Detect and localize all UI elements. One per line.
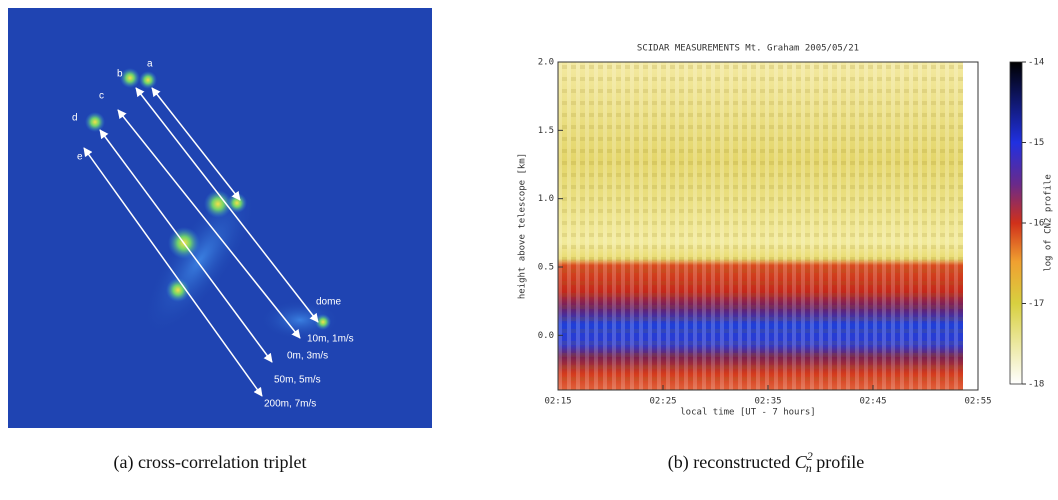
correlation-image: a b c d e dome 10m, 1m/s 0m, 3m/s 50m, 5… <box>8 8 432 428</box>
x-tick-label: 02:25 <box>649 397 676 407</box>
colorbar-tick-label: -14 <box>1028 58 1044 68</box>
heatmap-texture <box>558 62 963 390</box>
x-tick-label: 02:15 <box>544 397 571 407</box>
heatmap-chart: SCIDAR MEASUREMENTS Mt. Graham 2005/05/2… <box>518 44 1054 418</box>
point-label: d <box>72 113 78 124</box>
y-tick-label: 0.0 <box>538 331 554 341</box>
x-tick-label: 02:35 <box>754 397 781 407</box>
caption-text: (b) reconstructed <box>668 452 790 473</box>
point-label: a <box>147 59 153 70</box>
x-tick-label: 02:55 <box>964 397 991 407</box>
colorbar-tick-label: -15 <box>1028 138 1044 148</box>
y-axis-label: height above telescope [km] <box>518 153 528 299</box>
colorbar <box>1009 61 1023 385</box>
annotation: 200m, 7m/s <box>264 399 316 410</box>
caption: (a) cross-correlation triplet <box>114 452 307 473</box>
y-tick-label: 0.5 <box>538 263 554 273</box>
colorbar-tick-label: -18 <box>1028 380 1044 390</box>
point-label: b <box>117 69 123 80</box>
chart-title: SCIDAR MEASUREMENTS Mt. Graham 2005/05/2… <box>637 44 859 54</box>
caption-subscript: n <box>806 461 812 475</box>
caption-text: profile <box>816 452 864 472</box>
caption-symbol: C <box>795 452 808 472</box>
colorbar-label: log of CN2 profile <box>1044 174 1054 272</box>
x-tick-label: 02:45 <box>859 397 886 407</box>
annotation: 0m, 3m/s <box>287 351 328 362</box>
annotation: 10m, 1m/s <box>307 334 354 345</box>
colorbar-tick-label: -16 <box>1028 219 1044 229</box>
point-label: dome <box>316 297 341 308</box>
caption-superscript: 2 <box>807 449 813 463</box>
y-tick-label: 1.5 <box>538 126 554 136</box>
x-axis-label: local time [UT - 7 hours] <box>680 408 815 418</box>
annotation: 50m, 5m/s <box>274 375 321 386</box>
y-tick-label: 1.0 <box>538 194 554 204</box>
colorbar-tick-label: -17 <box>1028 299 1044 309</box>
caption: (b) reconstructed C2 n profile <box>668 449 864 475</box>
point-label: e <box>77 152 83 163</box>
point-label: c <box>99 91 104 102</box>
y-tick-label: 2.0 <box>538 58 554 68</box>
